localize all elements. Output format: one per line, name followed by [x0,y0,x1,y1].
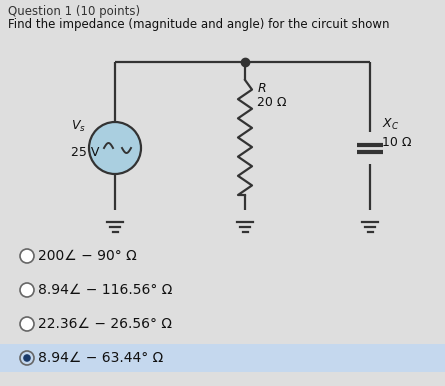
Text: $V_s$: $V_s$ [71,119,86,134]
Circle shape [89,122,141,174]
Text: 8.94∠ − 63.44° Ω: 8.94∠ − 63.44° Ω [38,351,163,365]
Circle shape [20,351,34,365]
Circle shape [20,317,34,331]
Circle shape [20,283,34,297]
Circle shape [20,249,34,263]
Text: 8.94∠ − 116.56° Ω: 8.94∠ − 116.56° Ω [38,283,172,297]
Text: 200∠ − 90° Ω: 200∠ − 90° Ω [38,249,137,263]
Text: $X_C$: $X_C$ [382,117,399,132]
FancyBboxPatch shape [0,344,445,372]
Text: Question 1 (10 points): Question 1 (10 points) [8,5,140,18]
Text: 10 Ω: 10 Ω [382,135,412,149]
Text: 22.36∠ − 26.56° Ω: 22.36∠ − 26.56° Ω [38,317,172,331]
Circle shape [23,354,31,362]
Text: 20 Ω: 20 Ω [257,96,287,109]
Text: 25 V: 25 V [71,147,99,159]
Text: $R$: $R$ [257,82,267,95]
Text: Find the impedance (magnitude and angle) for the circuit shown: Find the impedance (magnitude and angle)… [8,18,389,31]
